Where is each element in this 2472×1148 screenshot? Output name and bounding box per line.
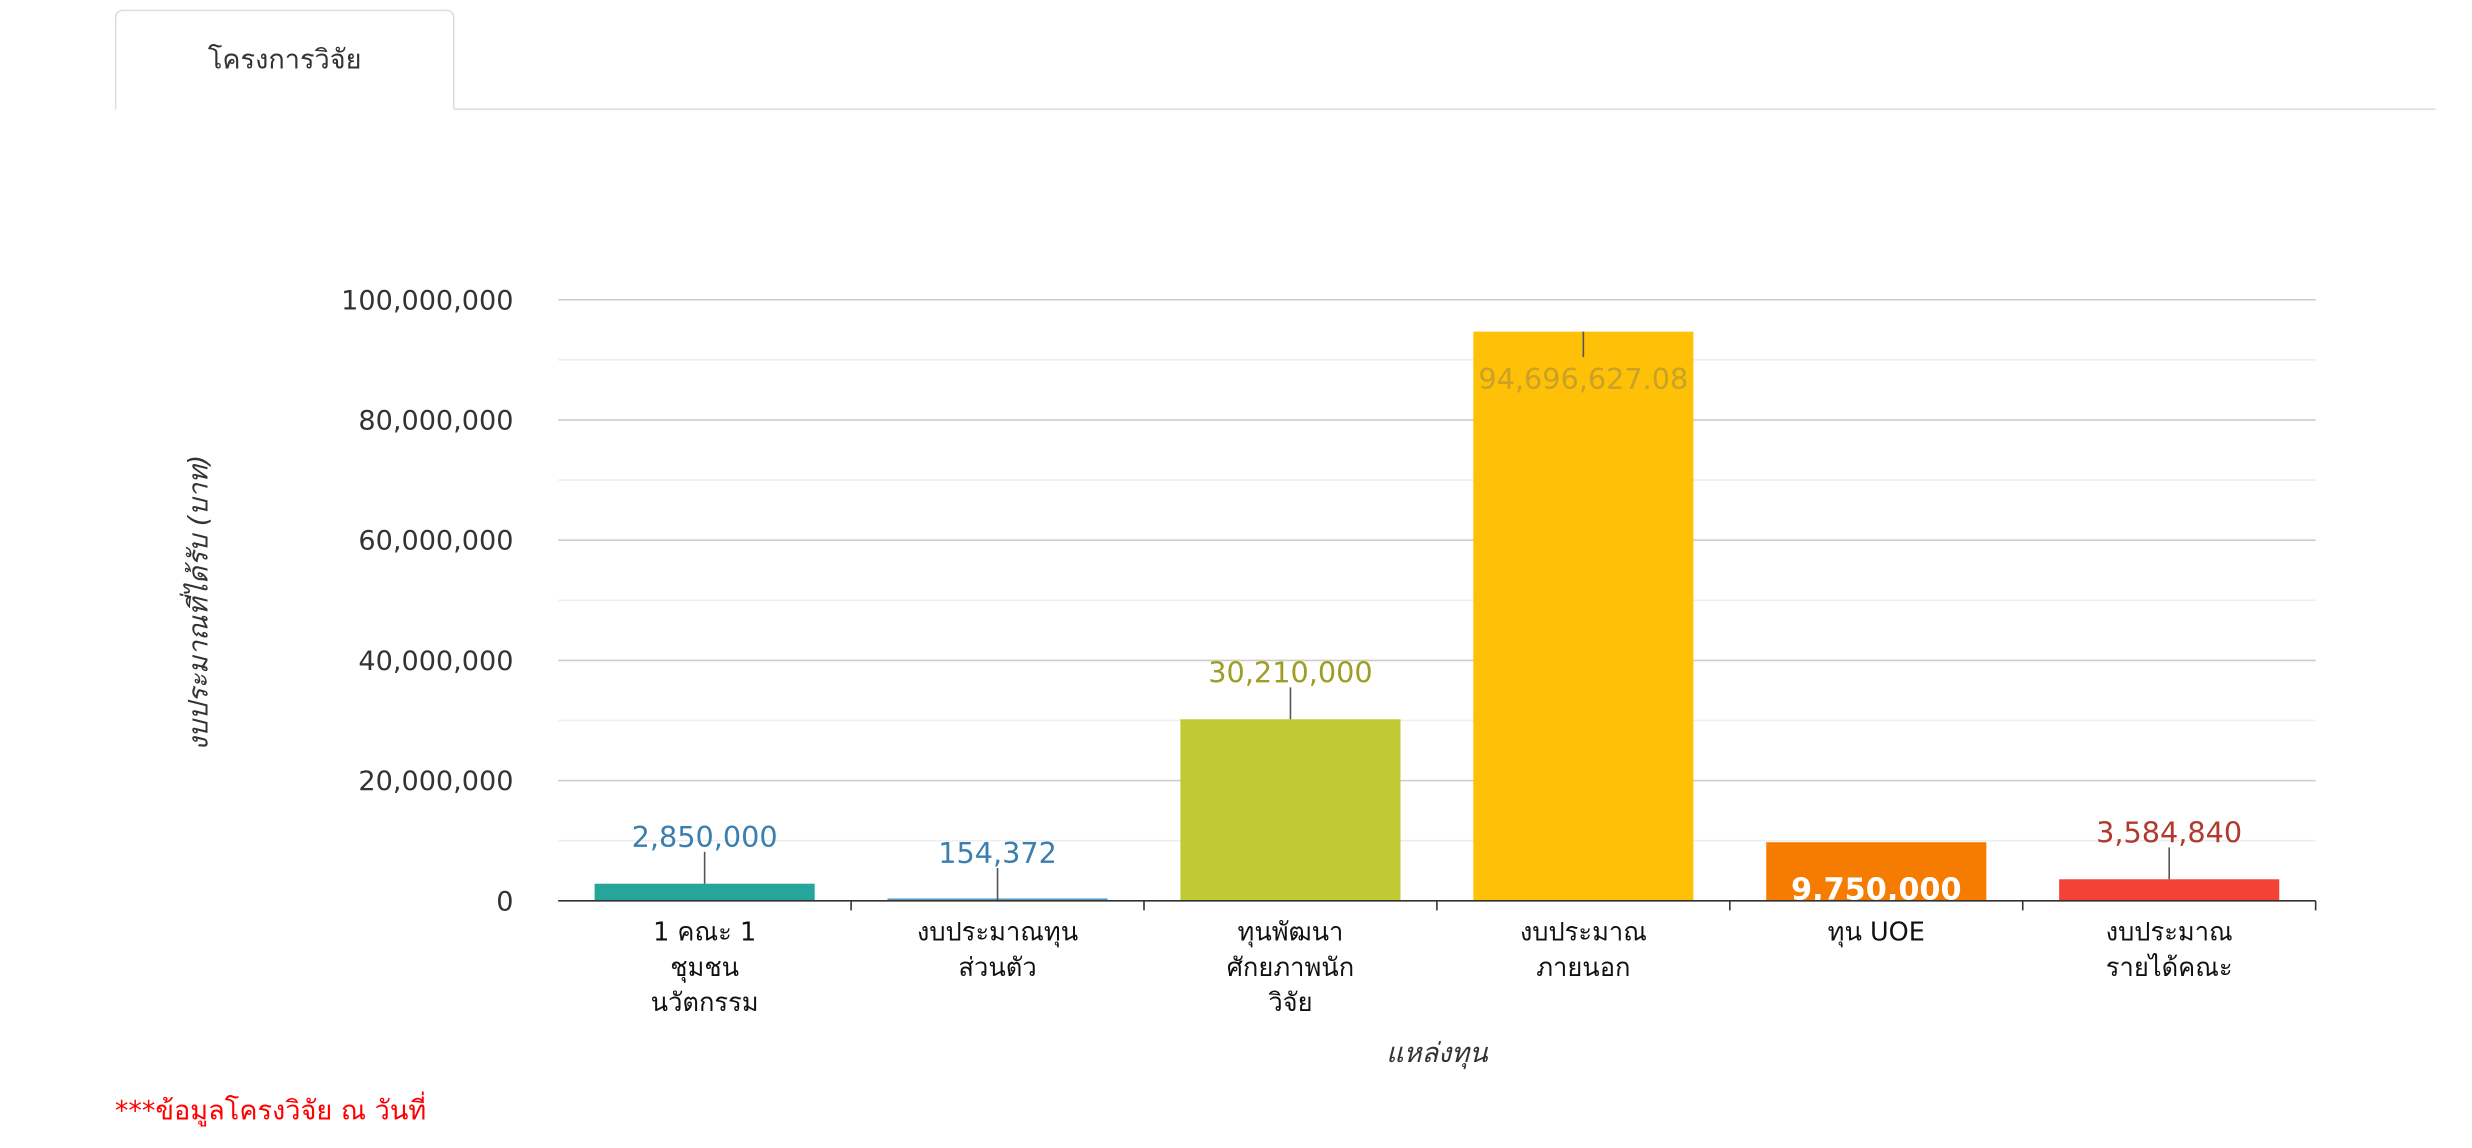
y-tick-label: 20,000,000: [358, 766, 513, 797]
value-label: 154,372: [938, 836, 1057, 870]
y-tick-label: 60,000,000: [358, 526, 513, 557]
y-axis-title: งบประมาณที่ได้รับ (บาท): [179, 455, 214, 751]
bar: [1766, 842, 1987, 901]
value-label: 2,850,000: [632, 820, 778, 854]
x-category-label: ชุมชน: [670, 953, 739, 983]
y-tick-label: 40,000,000: [358, 646, 513, 677]
budget-bar-chart: 0 20,000,000 40,000,000 60,000,000 80,000,00…: [179, 285, 2317, 1070]
x-category-label: ภายนอก: [1536, 953, 1630, 983]
y-axis: 0 20,000,000 40,000,000 60,000,000 80,000,00…: [341, 285, 513, 917]
x-category-label: นวัตกรรม: [651, 988, 759, 1018]
x-category-label: วิจัย: [1268, 988, 1312, 1018]
gridlines: [558, 298, 2316, 842]
bar: [1180, 719, 1401, 901]
bar: [594, 883, 815, 901]
x-category-label: งบประมาณ: [2106, 918, 2233, 948]
tab-research-projects[interactable]: โครงการวิจัย: [114, 9, 455, 111]
x-category-label: งบประมาณ: [1520, 918, 1647, 948]
y-tick-label: 0: [496, 886, 513, 917]
value-label: 3,584,840: [2096, 816, 2242, 850]
y-tick-label: 100,000,000: [341, 285, 513, 316]
x-category-label: ส่วนตัว: [958, 953, 1036, 983]
value-label: 94,696,627.08: [1478, 362, 1688, 396]
bar: [1473, 331, 1694, 901]
bar: [2059, 879, 2280, 901]
y-tick-label: 80,000,000: [358, 406, 513, 437]
x-category-label: 1 คณะ 1: [653, 918, 756, 948]
x-category-label: งบประมาณทุน: [917, 918, 1078, 948]
x-category-label: ทุน UOE: [1828, 918, 1925, 948]
x-axis-title: แหล่งทุน: [1386, 1038, 1489, 1070]
x-category-label: ทุนพัฒนา: [1238, 918, 1344, 948]
value-label: 30,210,000: [1208, 656, 1372, 690]
bars: [594, 331, 2280, 901]
data-date-note: ***ข้อมูลโครงวิจัย ณ วันที่: [114, 1095, 427, 1128]
x-category-label: รายได้คณะ: [2106, 953, 2233, 983]
value-label: 9,750,000: [1791, 873, 1962, 908]
x-category-label: ศักยภาพนัก: [1227, 953, 1354, 983]
value-labels: 2,850,000 154,372 30,210,000 94,696,627.08 9…: [632, 331, 2242, 908]
tab-bar-divider: [114, 108, 2436, 111]
